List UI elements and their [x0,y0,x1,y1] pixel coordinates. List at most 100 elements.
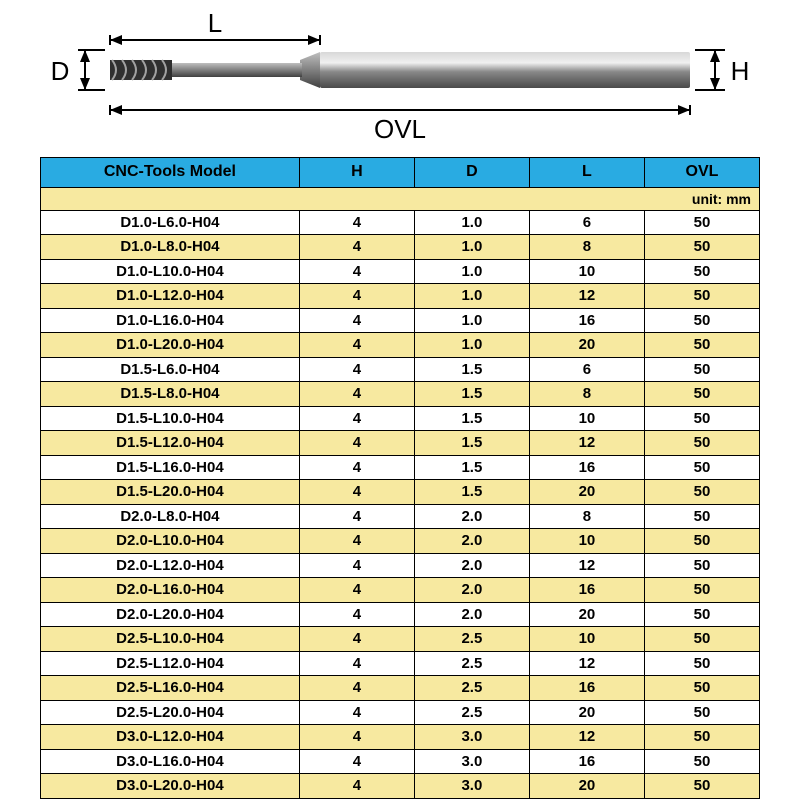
cell-value: 1.5 [414,455,529,480]
table-row: D1.0-L12.0-H0441.01250 [41,284,760,309]
cell-value: 4 [299,210,414,235]
cell-value: 3.0 [414,774,529,799]
table-row: D2.0-L12.0-H0442.01250 [41,553,760,578]
cell-value: 1.5 [414,357,529,382]
spec-table: CNC-Tools Model H D L OVL unit: mm D1.0-… [40,157,760,799]
cell-value: 4 [299,578,414,603]
col-ovl: OVL [644,158,759,188]
cell-value: 8 [529,504,644,529]
cell-value: 4 [299,357,414,382]
cell-value: 4 [299,602,414,627]
table-row: D3.0-L16.0-H0443.01650 [41,749,760,774]
col-h: H [299,158,414,188]
cell-model: D1.5-L8.0-H04 [41,382,300,407]
cell-value: 50 [644,406,759,431]
table-header-row: CNC-Tools Model H D L OVL [41,158,760,188]
cell-model: D2.0-L12.0-H04 [41,553,300,578]
cell-model: D1.0-L20.0-H04 [41,333,300,358]
col-l: L [529,158,644,188]
cell-value: 1.0 [414,308,529,333]
cell-value: 2.5 [414,676,529,701]
unit-label: unit: mm [41,187,760,210]
cell-value: 50 [644,235,759,260]
cell-model: D1.0-L6.0-H04 [41,210,300,235]
cell-value: 20 [529,700,644,725]
cell-value: 10 [529,259,644,284]
table-row: D1.5-L16.0-H0441.51650 [41,455,760,480]
cell-value: 1.0 [414,210,529,235]
table-row: D2.0-L8.0-H0442.0850 [41,504,760,529]
cell-value: 4 [299,553,414,578]
label-h: H [731,56,750,86]
cell-model: D1.0-L12.0-H04 [41,284,300,309]
cell-model: D1.0-L10.0-H04 [41,259,300,284]
cell-model: D2.5-L20.0-H04 [41,700,300,725]
cell-value: 16 [529,455,644,480]
cell-value: 12 [529,651,644,676]
cell-value: 6 [529,357,644,382]
cell-model: D2.0-L20.0-H04 [41,602,300,627]
cell-model: D2.5-L16.0-H04 [41,676,300,701]
cell-value: 50 [644,700,759,725]
cell-value: 4 [299,259,414,284]
cell-value: 4 [299,284,414,309]
cell-value: 4 [299,480,414,505]
cell-value: 2.5 [414,627,529,652]
cell-value: 4 [299,529,414,554]
cell-value: 50 [644,382,759,407]
cell-value: 12 [529,553,644,578]
cell-value: 20 [529,480,644,505]
table-row: D2.0-L20.0-H0442.02050 [41,602,760,627]
col-d: D [414,158,529,188]
endmill-diagram: L D H OVL [40,10,760,145]
cell-value: 50 [644,602,759,627]
cell-value: 4 [299,725,414,750]
cell-value: 50 [644,529,759,554]
cell-value: 50 [644,284,759,309]
cell-value: 4 [299,308,414,333]
table-row: D1.0-L10.0-H0441.01050 [41,259,760,284]
cell-model: D3.0-L20.0-H04 [41,774,300,799]
table-row: D2.0-L16.0-H0442.01650 [41,578,760,603]
cell-value: 50 [644,431,759,456]
cell-value: 50 [644,749,759,774]
cell-model: D2.0-L8.0-H04 [41,504,300,529]
cell-value: 1.5 [414,406,529,431]
cell-value: 10 [529,627,644,652]
table-row: D1.5-L6.0-H0441.5650 [41,357,760,382]
cell-value: 4 [299,774,414,799]
label-d: D [51,56,70,86]
cell-value: 2.5 [414,651,529,676]
cell-value: 3.0 [414,749,529,774]
cell-value: 1.0 [414,235,529,260]
table-row: D1.0-L6.0-H0441.0650 [41,210,760,235]
cell-value: 50 [644,774,759,799]
cell-value: 1.5 [414,382,529,407]
cell-value: 12 [529,725,644,750]
table-row: D1.0-L20.0-H0441.02050 [41,333,760,358]
table-row: D2.0-L10.0-H0442.01050 [41,529,760,554]
cell-value: 50 [644,504,759,529]
cell-model: D2.5-L10.0-H04 [41,627,300,652]
table-row: D1.5-L10.0-H0441.51050 [41,406,760,431]
cell-value: 50 [644,210,759,235]
cell-value: 12 [529,284,644,309]
cell-value: 50 [644,455,759,480]
cell-value: 4 [299,431,414,456]
table-row: D2.5-L20.0-H0442.52050 [41,700,760,725]
cell-model: D2.5-L12.0-H04 [41,651,300,676]
cell-value: 2.0 [414,529,529,554]
cell-value: 2.5 [414,700,529,725]
cell-value: 2.0 [414,553,529,578]
cell-value: 50 [644,651,759,676]
cell-value: 4 [299,627,414,652]
cell-value: 1.5 [414,431,529,456]
cell-value: 6 [529,210,644,235]
table-row: D1.0-L8.0-H0441.0850 [41,235,760,260]
cell-value: 4 [299,700,414,725]
cell-model: D2.0-L16.0-H04 [41,578,300,603]
label-l: L [208,10,222,38]
cell-model: D3.0-L16.0-H04 [41,749,300,774]
cell-value: 10 [529,406,644,431]
cell-value: 8 [529,382,644,407]
